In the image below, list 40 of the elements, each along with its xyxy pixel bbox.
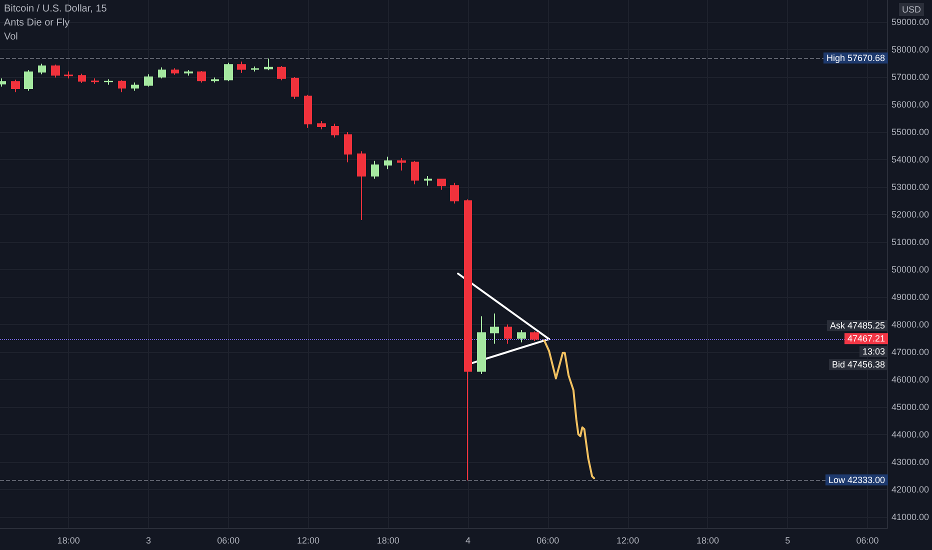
y-tick-label: 59000.00 xyxy=(891,17,930,27)
x-tick-label: 12:00 xyxy=(296,536,320,546)
y-tick-label: 47000.00 xyxy=(891,347,930,357)
y-axis-title: USD xyxy=(902,4,922,14)
chart-title: Bitcoin / U.S. Dollar, 15 xyxy=(4,4,108,14)
y-tick-label: 43000.00 xyxy=(891,457,930,467)
y-tick-label: 51000.00 xyxy=(891,237,930,247)
x-tick-label: 06:00 xyxy=(217,536,240,546)
x-tick-label: 12:00 xyxy=(616,536,640,546)
x-tick-label: 06:00 xyxy=(536,536,560,546)
ref-line-label: High 57670.68 xyxy=(826,53,886,64)
y-tick-label: 55000.00 xyxy=(891,127,930,137)
x-tick-label: 18:00 xyxy=(696,536,719,546)
y-tick-label: 42000.00 xyxy=(891,484,930,494)
y-tick-label: 46000.00 xyxy=(891,374,930,384)
y-tick-label: 50000.00 xyxy=(891,264,930,274)
x-tick-label: 18:00 xyxy=(57,536,80,546)
x-tick-label: 06:00 xyxy=(856,536,879,546)
y-tick-label: 52000.00 xyxy=(891,210,930,220)
y-tick-label: 49000.00 xyxy=(891,292,930,302)
annotation: Vol xyxy=(4,32,18,42)
y-tick-label: 54000.00 xyxy=(891,154,930,164)
annotation: 13:03 xyxy=(862,346,886,357)
text: Ants Die or Fly xyxy=(4,18,70,28)
y-tick-label: 41000.00 xyxy=(891,512,930,522)
x-tick-label: 4 xyxy=(466,536,471,546)
y-tick-label: 45000.00 xyxy=(891,402,930,412)
ref-line-label: Low 42333.00 xyxy=(828,474,886,485)
y-tick-label: 44000.00 xyxy=(891,430,930,440)
y-tick-label: 56000.00 xyxy=(891,100,930,110)
annotation: Ask 47485.25 xyxy=(830,320,886,331)
x-tick-label: 3 xyxy=(146,536,151,546)
annotation: Bid 47456.38 xyxy=(832,360,885,370)
x-tick-label: 18:00 xyxy=(376,536,400,546)
y-tick-label: 58000.00 xyxy=(891,44,930,54)
y-tick-label: 53000.00 xyxy=(891,182,930,192)
y-tick-label: 48000.00 xyxy=(891,320,930,330)
ref-line-label: 47467.21 xyxy=(847,334,886,344)
y-tick-label: 57000.00 xyxy=(891,72,930,82)
x-tick-label: 5 xyxy=(785,536,790,546)
